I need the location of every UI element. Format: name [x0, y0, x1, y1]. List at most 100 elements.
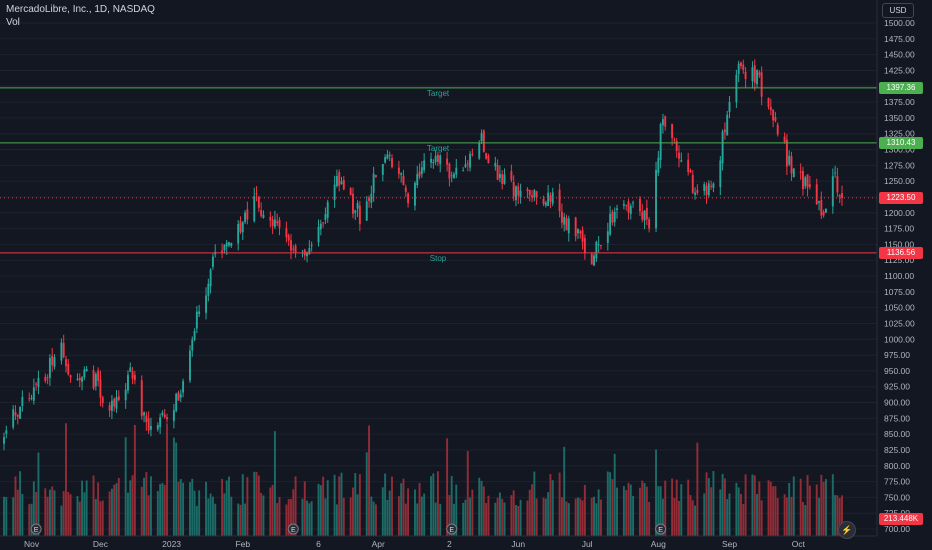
candle-body — [21, 397, 24, 407]
volume-bar — [760, 500, 763, 536]
candle-body — [53, 357, 56, 367]
volume-bar — [414, 489, 416, 536]
volume-bar — [301, 498, 304, 536]
volume-bar — [310, 501, 313, 536]
volume-bar — [680, 484, 683, 536]
candle-body — [567, 218, 570, 234]
volume-bar — [404, 503, 407, 536]
price-tick-label: 1450.00 — [884, 50, 915, 60]
chart-grid — [0, 22, 877, 530]
volume-bar — [388, 490, 391, 536]
candle-body — [113, 398, 116, 407]
price-tick-label: 1200.00 — [884, 208, 915, 218]
volume-bar — [423, 493, 426, 536]
volume-bar — [163, 484, 166, 536]
volume-bar — [124, 437, 127, 536]
candle-body — [147, 418, 150, 431]
volume-bar — [450, 476, 453, 536]
volume-bar — [5, 497, 8, 536]
time-tick-label: Jun — [511, 539, 525, 549]
symbol-title[interactable]: MercadoLibre, Inc., 1D, NASDAQ — [6, 4, 155, 15]
candle-body — [450, 175, 453, 177]
volume-bar — [641, 480, 644, 536]
candle-body — [549, 195, 552, 202]
volume-bar — [85, 480, 88, 536]
candle-body — [317, 226, 320, 243]
candle-body — [287, 235, 290, 241]
candle-body — [689, 170, 692, 173]
volume-bar — [372, 501, 375, 536]
candle-body — [260, 210, 263, 216]
price-tick-label: 1050.00 — [884, 303, 915, 313]
volume-bar — [622, 486, 625, 536]
candle-body — [675, 141, 678, 151]
candle-body — [799, 171, 802, 173]
candle-body — [65, 359, 67, 367]
volume-bar — [32, 481, 35, 536]
candle-body — [416, 173, 419, 186]
volume-bar — [510, 495, 513, 536]
candle-body — [639, 198, 641, 212]
candle-body — [616, 208, 618, 210]
volume-bar — [430, 476, 432, 536]
volume-bar — [434, 502, 437, 536]
price-tick-label: 1175.00 — [884, 224, 914, 234]
volume-bar — [498, 492, 501, 536]
candle-body — [83, 369, 86, 378]
candle-body — [560, 211, 563, 223]
candle-body — [117, 396, 120, 401]
volume-bar — [776, 498, 779, 536]
currency-button[interactable]: USD — [882, 3, 914, 18]
time-axis: Nov Dec 2023 Feb 6 Apr 2 Jun Jul Aug Sep Oct — [24, 539, 806, 549]
volume-bar — [643, 483, 646, 536]
volume-bar — [606, 471, 609, 536]
price-tick-label: 975.00 — [884, 350, 910, 360]
candle-body — [696, 190, 699, 193]
candle-body — [756, 70, 759, 85]
candle-body — [414, 182, 416, 206]
candle-body — [691, 174, 694, 193]
volume-bar — [655, 449, 657, 536]
volume-bar — [535, 498, 538, 536]
volume-bar — [678, 500, 680, 536]
stop-label[interactable]: Stop — [429, 253, 447, 263]
candle-body — [370, 193, 373, 203]
volume-bar — [131, 475, 134, 536]
volume-bar — [673, 497, 676, 536]
volume-bar — [517, 505, 520, 536]
volume-bar — [563, 446, 566, 536]
candle-body — [792, 168, 795, 177]
candle-body — [228, 242, 230, 246]
volume-bar — [322, 476, 325, 536]
last-volume-tag: 213.448K — [879, 513, 923, 525]
volume-bar — [659, 486, 662, 536]
candle-body — [14, 412, 17, 416]
candle-body — [285, 228, 288, 238]
candle-body — [519, 190, 522, 198]
volume-bar — [790, 496, 793, 536]
candle-body — [574, 217, 577, 237]
volume-bar — [772, 486, 775, 536]
volume-bar — [53, 490, 56, 536]
target-label-2[interactable]: Target — [426, 143, 450, 153]
candle-body — [97, 370, 100, 381]
volume-bar — [432, 473, 435, 536]
lightning-icon[interactable]: ⚡ — [838, 521, 856, 539]
volume-bar — [127, 492, 129, 536]
candle-body — [485, 152, 488, 159]
candle-body — [368, 197, 371, 201]
candle-body — [838, 195, 841, 197]
volume-bar — [195, 505, 198, 536]
volume-bar — [799, 478, 802, 536]
target-label-1[interactable]: Target — [426, 88, 450, 98]
candle-body — [262, 214, 265, 218]
volume-bar — [145, 472, 148, 536]
volume-bar — [707, 478, 710, 536]
volume-bar — [205, 481, 207, 536]
volume-bar — [129, 480, 132, 536]
candle-body — [99, 379, 102, 398]
volume-bar — [241, 474, 244, 536]
price-tick-label: 700.00 — [884, 524, 910, 534]
volume-bar — [560, 497, 563, 536]
